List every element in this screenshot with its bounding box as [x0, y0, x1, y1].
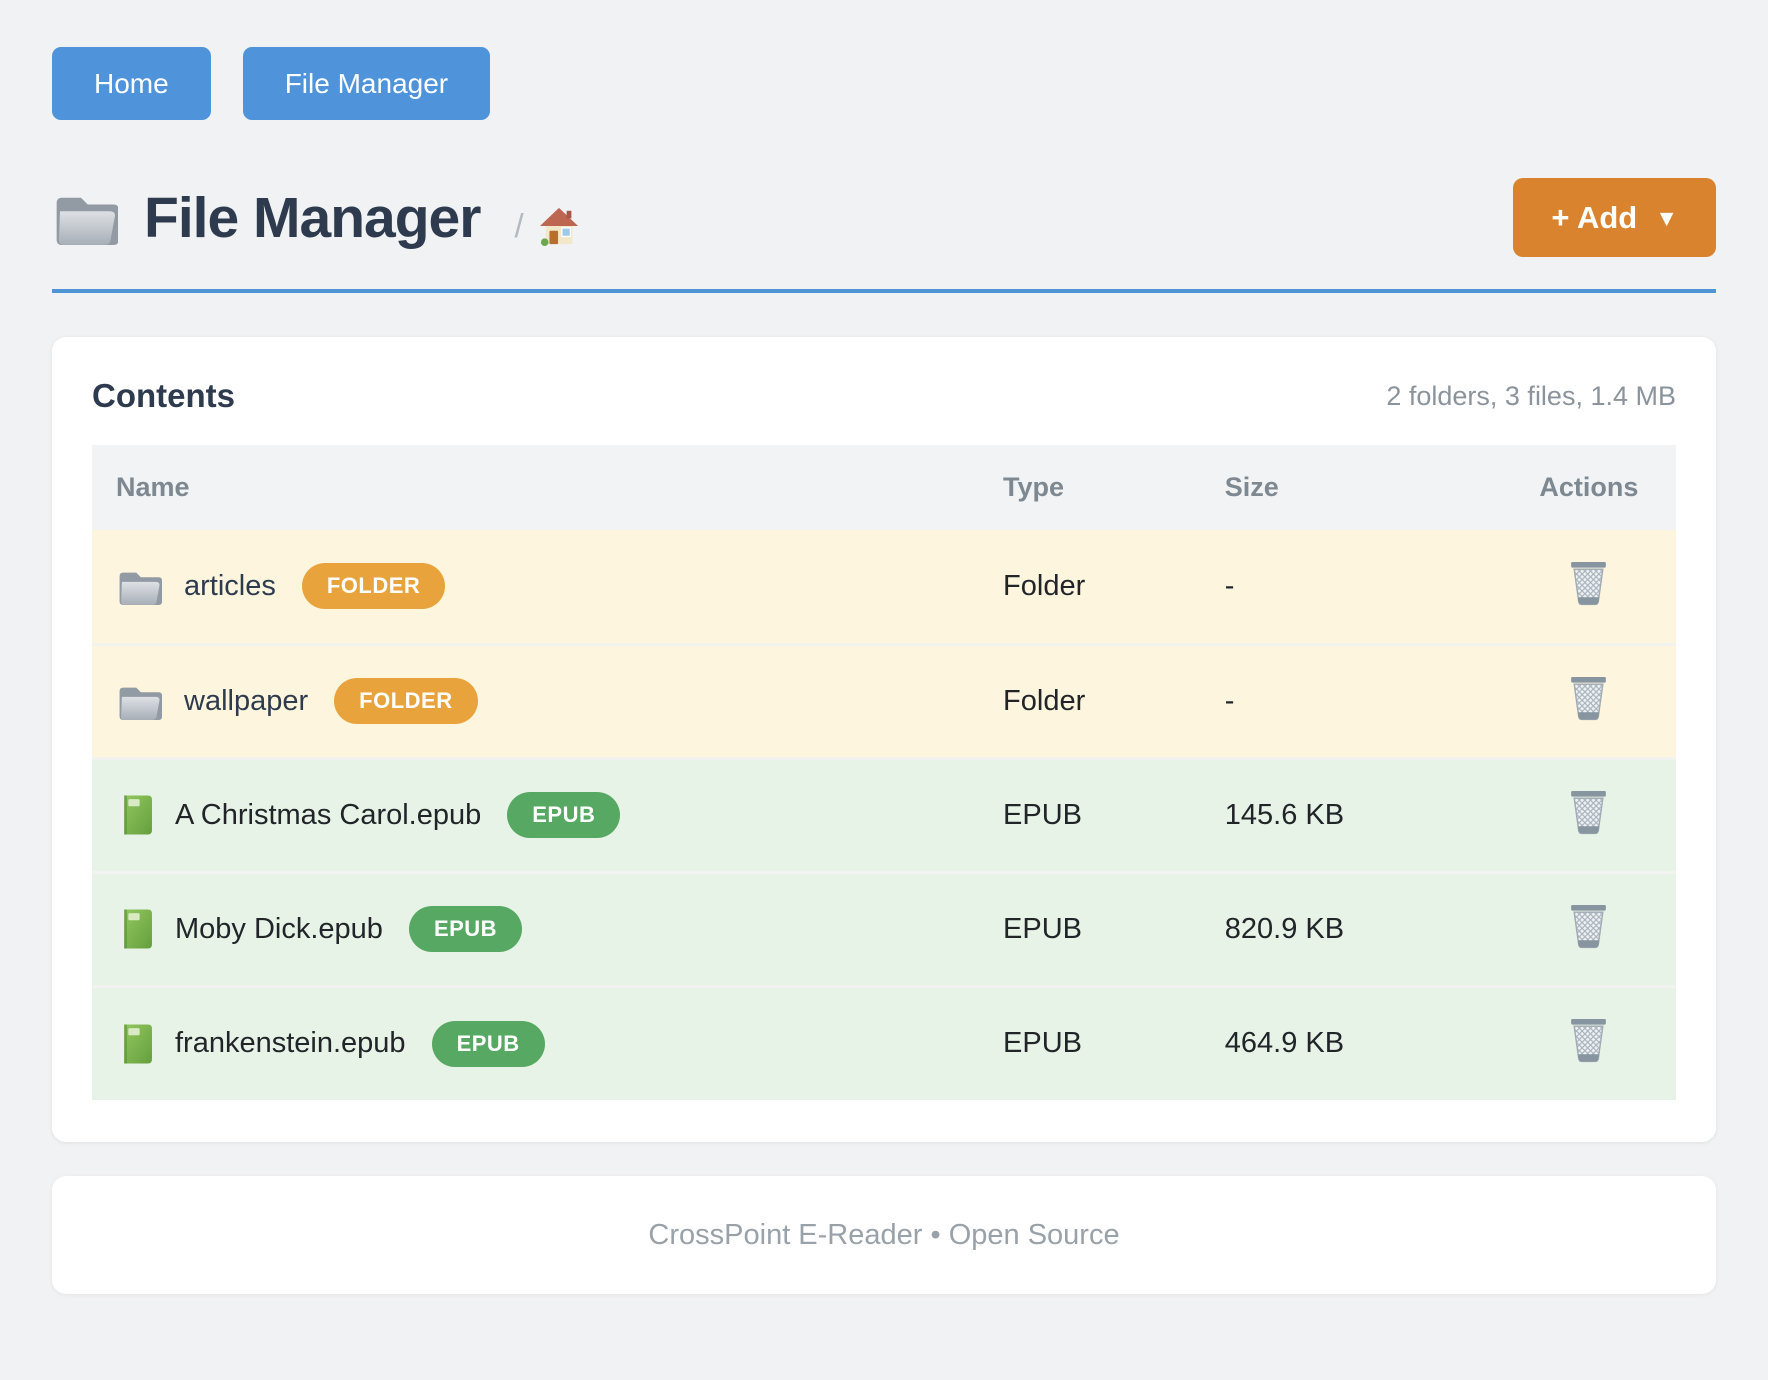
item-type: Folder — [1003, 569, 1086, 602]
table-row-a-christmas-carol[interactable]: A Christmas Carol.epub EPUB EPUB 145.6 K… — [92, 756, 1676, 872]
contents-card-header: Contents 2 folders, 3 files, 1.4 MB — [92, 377, 1676, 415]
column-header-size: Size — [1200, 445, 1502, 530]
footer-text: CrossPoint E-Reader • Open Source — [648, 1218, 1120, 1251]
folder-badge: FOLDER — [334, 678, 478, 724]
add-button-label: + Add — [1551, 199, 1638, 235]
folder-icon — [119, 572, 162, 605]
epub-badge: EPUB — [507, 792, 621, 838]
contents-card: Contents 2 folders, 3 files, 1.4 MB Name… — [52, 337, 1716, 1142]
green-book-icon — [119, 795, 152, 835]
page-title: File Manager — [144, 185, 481, 250]
item-name[interactable]: Moby Dick.epub — [175, 912, 383, 945]
contents-summary: 2 folders, 3 files, 1.4 MB — [1386, 380, 1676, 411]
add-button[interactable]: + Add ▼ — [1513, 178, 1716, 257]
top-nav: Home File Manager — [52, 47, 1716, 120]
green-book-icon — [119, 1024, 152, 1064]
delete-button[interactable] — [1566, 558, 1611, 609]
home-icon[interactable] — [538, 206, 580, 246]
table-row-frankenstein[interactable]: frankenstein.epub EPUB EPUB 464.9 KB — [92, 984, 1676, 1100]
epub-badge: EPUB — [431, 1020, 545, 1067]
page-header: File Manager / + Add ▼ — [52, 178, 1716, 257]
footer: CrossPoint E-Reader • Open Source — [52, 1176, 1716, 1294]
folder-badge: FOLDER — [301, 563, 446, 610]
item-size: 820.9 KB — [1200, 870, 1502, 986]
file-table-header: Name Type Size Actions — [92, 445, 1676, 530]
folder-icon — [119, 687, 162, 720]
delete-button[interactable] — [1566, 901, 1611, 952]
file-table: Name Type Size Actions articles — [92, 445, 1676, 1100]
trash-icon — [1571, 790, 1607, 834]
trash-icon — [1571, 676, 1607, 720]
delete-button[interactable] — [1566, 787, 1611, 838]
green-book-icon — [119, 909, 152, 949]
column-header-actions: Actions — [1501, 445, 1676, 530]
table-row-wallpaper[interactable]: wallpaper FOLDER Folder - — [92, 642, 1676, 758]
item-size: 464.9 KB — [1200, 984, 1502, 1100]
item-size: - — [1224, 569, 1235, 602]
item-type: EPUB — [979, 870, 1201, 986]
delete-button[interactable] — [1566, 1015, 1611, 1066]
item-name[interactable]: A Christmas Carol.epub — [175, 798, 482, 831]
item-size: 145.6 KB — [1200, 756, 1502, 872]
table-row-moby-dick[interactable]: Moby Dick.epub EPUB EPUB 820.9 KB — [92, 870, 1676, 986]
item-type: EPUB — [979, 756, 1201, 872]
contents-heading: Contents — [92, 377, 235, 414]
item-type: Folder — [979, 642, 1201, 758]
trash-icon — [1571, 1019, 1607, 1063]
column-header-type: Type — [979, 445, 1201, 530]
chevron-down-icon: ▼ — [1655, 205, 1678, 231]
trash-icon — [1571, 561, 1607, 605]
folder-icon — [56, 197, 118, 245]
column-header-name: Name — [92, 445, 980, 530]
file-manager-button[interactable]: File Manager — [242, 47, 491, 120]
epub-badge: EPUB — [408, 906, 523, 952]
item-size: - — [1200, 642, 1502, 758]
breadcrumb: / — [514, 206, 579, 246]
header-divider — [52, 289, 1716, 293]
item-name[interactable]: articles — [184, 569, 276, 602]
item-name[interactable]: frankenstein.epub — [175, 1027, 406, 1060]
table-row-articles[interactable]: articles FOLDER Folder - — [92, 530, 1676, 644]
delete-button[interactable] — [1566, 673, 1611, 724]
breadcrumb-separator: / — [514, 206, 524, 244]
trash-icon — [1571, 904, 1607, 948]
item-name[interactable]: wallpaper — [184, 684, 309, 717]
title-group: File Manager / — [52, 185, 580, 251]
home-button[interactable]: Home — [52, 47, 211, 120]
item-type: EPUB — [979, 984, 1201, 1100]
